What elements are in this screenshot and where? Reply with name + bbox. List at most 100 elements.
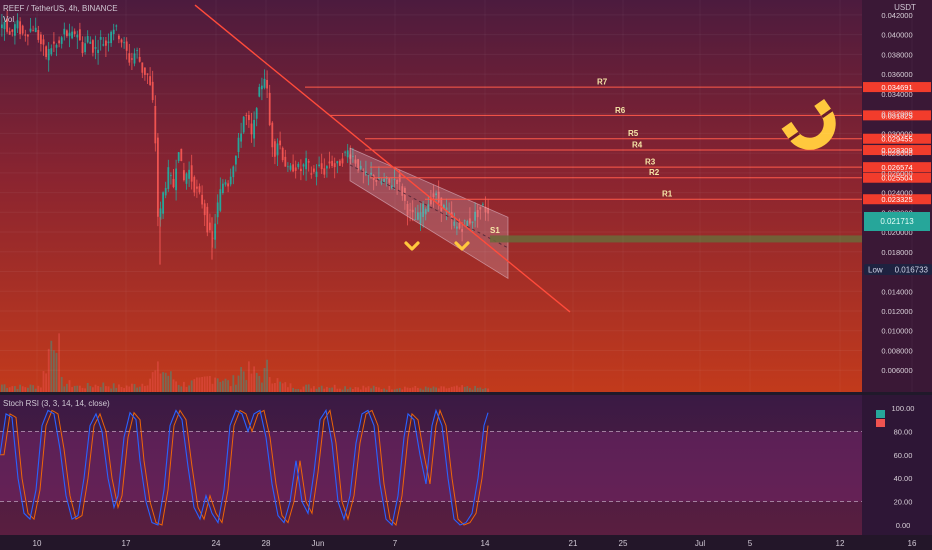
volume-bar [125, 385, 128, 392]
candle-body [305, 158, 307, 170]
candle-body [149, 76, 151, 85]
support-zone: S1 [490, 226, 862, 243]
volume-bar [185, 386, 188, 392]
candle-body [146, 73, 149, 75]
volume-bar [263, 367, 266, 392]
volume-bar [222, 380, 224, 392]
candle-body [37, 30, 40, 40]
candle-body [183, 170, 185, 181]
descending-trend-line [194, 4, 571, 313]
candle-body [123, 42, 125, 44]
time-tick-label: Jul [695, 539, 705, 548]
stoch-k-tag [876, 410, 885, 418]
trend-line-layer [194, 4, 571, 313]
volume-bar [55, 352, 58, 392]
level-price-label: 0.026574 [881, 163, 912, 172]
volume-bar [484, 388, 487, 392]
candle-body [482, 203, 484, 205]
stoch-tick-label: 20.00 [894, 498, 913, 507]
current-price-tag: 0.021713 [864, 212, 930, 231]
candle-body [276, 143, 279, 156]
candle-body [138, 56, 141, 62]
volume-bar [53, 350, 55, 392]
volume-bar [307, 384, 310, 392]
volume-bar [398, 388, 401, 392]
price-tick-label: 0.006000 [881, 366, 912, 375]
stoch-pane[interactable] [0, 395, 862, 535]
candle-body [258, 86, 261, 97]
candle-body [193, 176, 196, 193]
volume-bar [99, 387, 102, 392]
candle-body [102, 44, 105, 46]
candle-body [105, 40, 107, 46]
time-tick-label: 16 [908, 539, 917, 548]
candle-body [112, 29, 115, 34]
candle-body [255, 108, 258, 119]
candle-body [11, 29, 14, 32]
candle-body [157, 137, 159, 217]
time-axis[interactable] [0, 535, 932, 550]
price-tick-label: 0.032000 [881, 110, 912, 119]
candle-body [367, 174, 370, 176]
level-price-tag [863, 82, 931, 93]
candle-body [443, 204, 445, 209]
level-name-r7: R7 [597, 78, 608, 87]
candle-body [424, 209, 427, 215]
volume-bar [461, 385, 463, 392]
volume-bar [107, 386, 110, 392]
volume-bar [393, 389, 396, 392]
volume-bar [167, 375, 170, 392]
candle-body [99, 36, 102, 40]
candle-body [136, 49, 138, 51]
volume-bar [440, 386, 443, 392]
symbol-title[interactable]: REEF / TetherUS, 4h, BINANCE [3, 4, 118, 13]
volume-bar [157, 361, 159, 392]
volume-bar [193, 379, 196, 392]
price-tick-label: 0.014000 [881, 287, 912, 296]
volume-bar [146, 385, 149, 392]
volume-bar [404, 386, 406, 392]
volume-bar [180, 386, 183, 392]
volume-bar [86, 382, 89, 392]
candle-body [209, 222, 211, 231]
time-tick-label: 17 [122, 539, 131, 548]
candle-body [144, 67, 146, 75]
candle-body [419, 212, 422, 224]
volume-bar [445, 388, 448, 392]
time-tick-label: 24 [212, 539, 221, 548]
candle-body [60, 37, 63, 44]
candle-body [380, 181, 383, 184]
candle-body [118, 35, 120, 40]
candle-body [89, 41, 92, 44]
candle-body [45, 46, 47, 57]
candle-body [16, 20, 19, 29]
volume-bar [336, 388, 339, 392]
volume-bar [341, 389, 344, 392]
volume-bar [450, 386, 453, 392]
stoch-title[interactable]: Stoch RSI (3, 3, 14, 14, close) [3, 399, 110, 408]
currency-label: USDT [894, 3, 916, 12]
volume-bar [170, 371, 172, 392]
candle-body [50, 48, 53, 55]
candle-body [42, 39, 45, 45]
candle-body [287, 166, 289, 168]
candle-body [206, 206, 209, 233]
volume-bar [375, 386, 378, 392]
stoch-axis-pane[interactable] [862, 395, 932, 535]
volume-bar [3, 384, 6, 392]
volume-bar [214, 377, 216, 392]
volume-bar [219, 381, 222, 392]
volume-bar [141, 383, 144, 392]
candle-body [128, 53, 131, 63]
candle-body [396, 179, 398, 185]
candle-body [81, 42, 84, 54]
time-tick-label: 10 [33, 539, 42, 548]
candle-body [253, 119, 255, 139]
volume-bar [224, 378, 227, 392]
candle-body [170, 175, 172, 177]
volume-bar [16, 388, 19, 392]
low-value: 0.016733 [895, 266, 929, 275]
volume-bar [248, 361, 250, 392]
pane-separator[interactable] [0, 392, 932, 395]
volume-bar [144, 385, 146, 392]
